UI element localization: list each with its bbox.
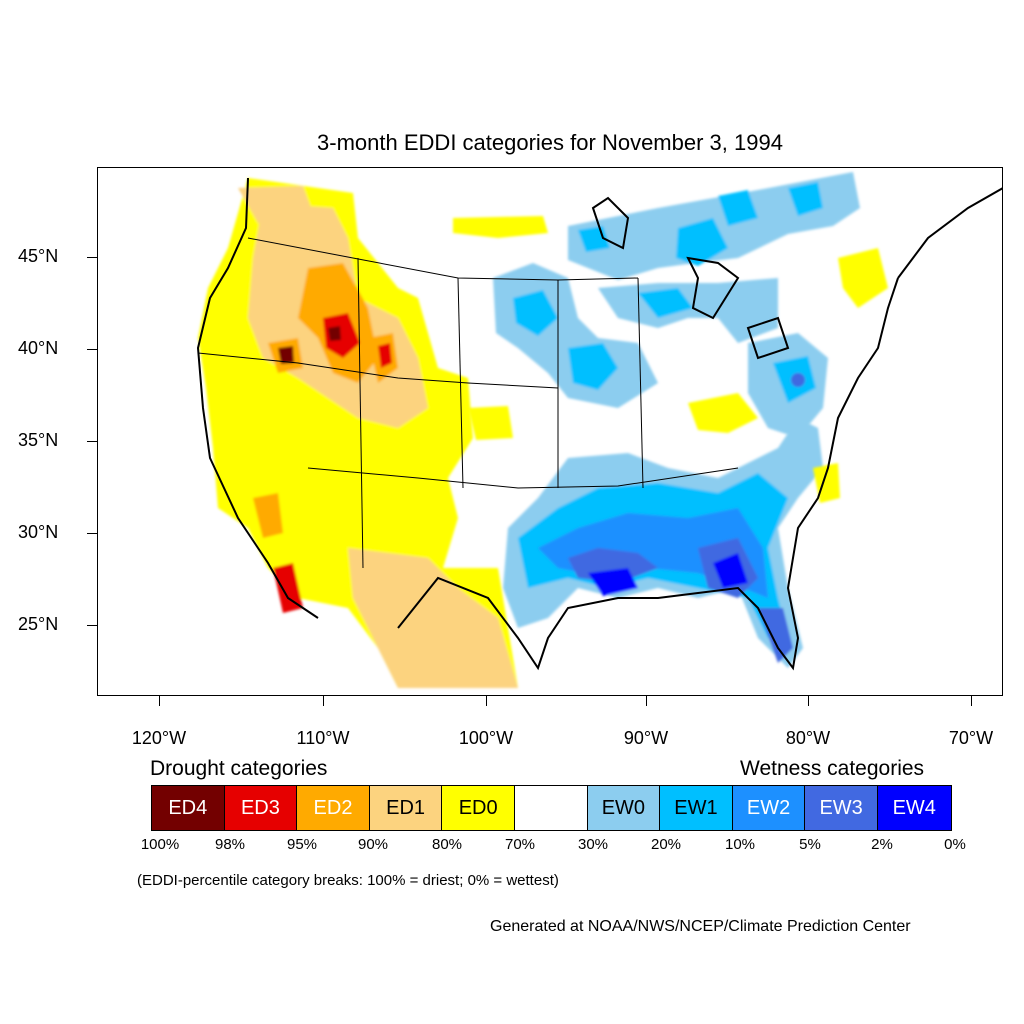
lon-label-110: 110°W — [296, 728, 350, 748]
legend-cell-label: ED4 — [168, 796, 208, 819]
percentile-label: 80% — [431, 836, 463, 853]
percentile-label: 100% — [140, 836, 180, 853]
legend-cell-label: ED2 — [313, 796, 353, 819]
lat-label-30: 30°N — [18, 522, 59, 542]
legend-cell-ew3: EW3 — [805, 786, 878, 830]
legend-cell-label: EW2 — [746, 796, 791, 819]
lon-tick — [486, 696, 487, 706]
lat-tick — [87, 533, 97, 534]
lon-tick — [159, 696, 160, 706]
percentile-label: 20% — [650, 836, 682, 853]
map-plot-area — [97, 167, 1003, 696]
wetness-region-northeast — [748, 333, 828, 438]
legend-cell-label: ED3 — [240, 796, 280, 819]
drought-categories-heading: Drought categories — [150, 757, 328, 780]
lon-label-90: 90°W — [623, 728, 669, 748]
category-legend: ED4 ED3 ED2 ED1 ED0 EW0 EW1 EW2 EW3 EW4 — [151, 785, 952, 831]
lat-tick — [87, 625, 97, 626]
category-breaks-note: (EDDI-percentile category breaks: 100% =… — [137, 872, 559, 889]
legend-cell-ed4: ED4 — [152, 786, 225, 830]
legend-cell-ed2: ED2 — [297, 786, 370, 830]
percentile-label: 10% — [724, 836, 756, 853]
lon-label-100: 100°W — [458, 728, 514, 748]
lat-tick — [87, 257, 97, 258]
legend-cell-label: ED0 — [458, 796, 498, 819]
lat-label-45: 45°N — [18, 246, 59, 266]
percentile-label: 2% — [871, 836, 893, 853]
percentile-label: 0% — [944, 836, 966, 853]
percentile-label: 30% — [577, 836, 609, 853]
eddi-map — [196, 172, 1002, 688]
wetness-region-southeast — [503, 418, 823, 668]
lon-label-80: 80°W — [785, 728, 831, 748]
lat-label-40: 40°N — [18, 338, 59, 358]
percentile-label: 5% — [799, 836, 821, 853]
lon-tick — [323, 696, 324, 706]
lat-tick — [87, 349, 97, 350]
legend-cell-ed1: ED1 — [369, 786, 443, 830]
state-boundaries — [197, 237, 739, 569]
percentile-label: 98% — [214, 836, 246, 853]
legend-cell-ew2: EW2 — [732, 786, 806, 830]
legend-cell-label: EW1 — [674, 796, 718, 819]
drought-region-west — [198, 178, 518, 688]
credit-line: Generated at NOAA/NWS/NCEP/Climate Predi… — [490, 918, 911, 935]
map-title: 3-month EDDI categories for November 3, … — [317, 130, 783, 155]
percentile-label: 95% — [286, 836, 318, 853]
legend-cell-ew1: EW1 — [660, 786, 733, 830]
lat-label-25: 25°N — [18, 614, 59, 634]
legend-cell-ew0: EW0 — [587, 786, 661, 830]
percentile-label: 90% — [357, 836, 389, 853]
legend-cell-ed3: ED3 — [224, 786, 298, 830]
legend-cell-ed0: ED0 — [442, 786, 515, 830]
coastline — [196, 177, 1002, 671]
lat-label-35: 35°N — [18, 430, 59, 450]
legend-cell-normal — [514, 786, 588, 830]
legend-cell-label: ED1 — [386, 796, 426, 819]
lon-tick — [808, 696, 809, 706]
wetness-region-north-central — [493, 263, 778, 408]
legend-cell-label: EW0 — [601, 796, 646, 819]
wetness-categories-heading: Wetness categories — [740, 757, 925, 780]
percentile-label: 70% — [504, 836, 536, 853]
lon-tick — [971, 696, 972, 706]
lon-label-70: 70°W — [948, 728, 994, 748]
legend-cell-label: EW3 — [819, 796, 863, 819]
legend-cell-ew4: EW4 — [877, 786, 951, 830]
wetness-region-canada — [568, 172, 860, 280]
legend-cell-label: EW4 — [892, 796, 936, 819]
lon-tick — [646, 696, 647, 706]
lat-tick — [87, 441, 97, 442]
lon-label-120: 120°W — [131, 728, 187, 748]
